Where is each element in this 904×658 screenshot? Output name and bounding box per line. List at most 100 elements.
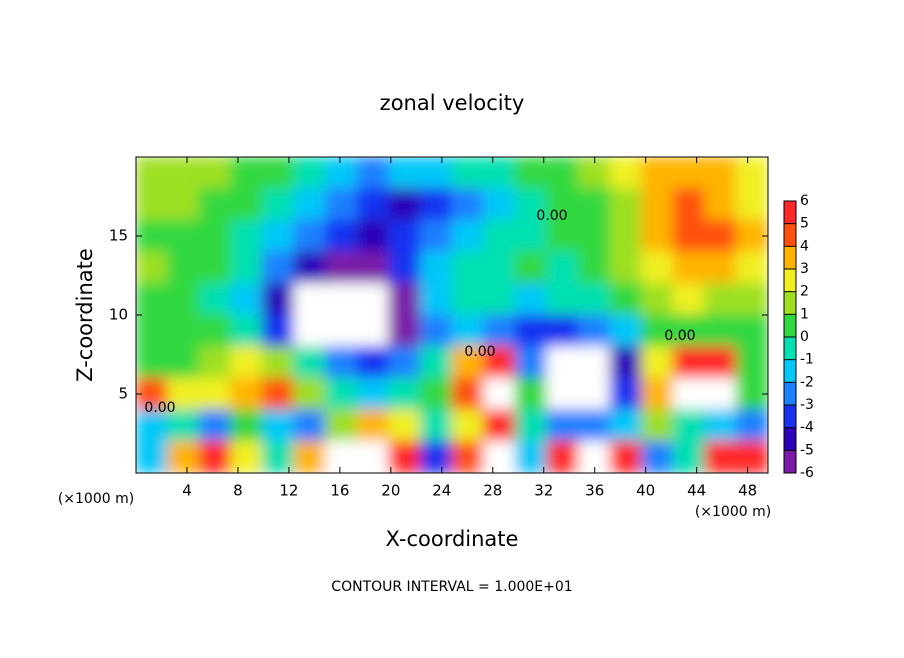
- cell: [198, 282, 232, 316]
- cell: [483, 377, 516, 411]
- cell: [704, 377, 737, 411]
- cell: [356, 188, 390, 221]
- cell: [451, 440, 485, 473]
- cell: [609, 282, 643, 316]
- x-tick-label: 16: [330, 482, 349, 500]
- cell: [325, 219, 358, 253]
- colorbar-band: [784, 427, 796, 451]
- cell: [641, 314, 674, 348]
- cell: [230, 251, 263, 284]
- cell: [261, 282, 295, 316]
- cell: [704, 409, 737, 442]
- cell: [167, 157, 200, 190]
- cell: [356, 409, 390, 442]
- cell: [735, 314, 768, 348]
- cell: [230, 157, 263, 190]
- cell: [325, 346, 358, 379]
- x-tick-label: 48: [738, 482, 757, 500]
- cell: [704, 440, 737, 473]
- cell: [419, 377, 453, 411]
- cell: [388, 251, 421, 284]
- cell: [198, 219, 232, 253]
- cell: [451, 409, 485, 442]
- cell: [136, 409, 169, 442]
- colorbar-label: 0: [800, 329, 809, 345]
- cell: [261, 157, 295, 190]
- cell: [451, 314, 485, 348]
- cell: [136, 346, 169, 379]
- cell: [735, 409, 768, 442]
- cell: [672, 188, 706, 221]
- cell: [451, 188, 485, 221]
- cell: [546, 282, 579, 316]
- colorbar-band: [784, 382, 796, 405]
- x-tick-label: 32: [534, 482, 553, 500]
- cell: [672, 219, 706, 253]
- cell: [514, 282, 548, 316]
- y-tick-label: 10: [109, 306, 128, 324]
- cell: [704, 282, 737, 316]
- cell: [577, 346, 611, 379]
- cell: [451, 282, 485, 316]
- footer: CONTOUR INTERVAL = 1.000E+01: [331, 579, 572, 595]
- cell: [136, 282, 169, 316]
- cell: [325, 188, 358, 221]
- cell: [735, 282, 768, 316]
- colorbar-band: [784, 246, 796, 269]
- cell: [483, 251, 516, 284]
- cell: [325, 251, 358, 284]
- cell: [514, 377, 548, 411]
- colorbar-band: [784, 291, 796, 315]
- cell: [261, 251, 295, 284]
- colorbar-label: -4: [800, 420, 814, 436]
- cell: [198, 157, 232, 190]
- cell: [735, 157, 768, 190]
- colorbar-band: [784, 223, 796, 247]
- cell: [609, 219, 643, 253]
- cell: [546, 440, 579, 473]
- x-tick-label: 40: [636, 482, 655, 500]
- cell: [641, 282, 674, 316]
- x-unit: (×1000 m): [695, 504, 771, 520]
- cell: [293, 157, 327, 190]
- cell: [167, 219, 200, 253]
- cell: [198, 377, 232, 411]
- colorbar-label: 2: [800, 284, 809, 300]
- cell: [704, 346, 737, 379]
- cell: [514, 188, 548, 221]
- cell: [419, 346, 453, 379]
- cell: [356, 282, 390, 316]
- y-tick-label: 15: [109, 227, 128, 245]
- cell: [609, 346, 643, 379]
- cell: [577, 219, 611, 253]
- colorbar-band: [784, 269, 796, 292]
- cell: [293, 251, 327, 284]
- cell: [293, 440, 327, 473]
- cell: [198, 251, 232, 284]
- cell: [483, 346, 516, 379]
- cell: [704, 157, 737, 190]
- cell: [419, 157, 453, 190]
- cell: [546, 314, 579, 348]
- colorbar-label: -3: [800, 397, 814, 413]
- cell: [451, 346, 485, 379]
- cell: [641, 157, 674, 190]
- cell: [419, 251, 453, 284]
- colorbar-label: 6: [800, 193, 809, 209]
- cell: [672, 440, 706, 473]
- cell: [641, 440, 674, 473]
- cell: [198, 188, 232, 221]
- cell: [388, 314, 421, 348]
- colorbar-band: [784, 337, 796, 360]
- cell: [704, 188, 737, 221]
- cell: [388, 188, 421, 221]
- cell: [325, 440, 358, 473]
- contour-label: 0.00: [464, 344, 495, 360]
- cell: [261, 440, 295, 473]
- colorbar-band: [784, 201, 796, 224]
- cell: [230, 188, 263, 221]
- cell: [609, 409, 643, 442]
- cell: [672, 377, 706, 411]
- cell: [514, 346, 548, 379]
